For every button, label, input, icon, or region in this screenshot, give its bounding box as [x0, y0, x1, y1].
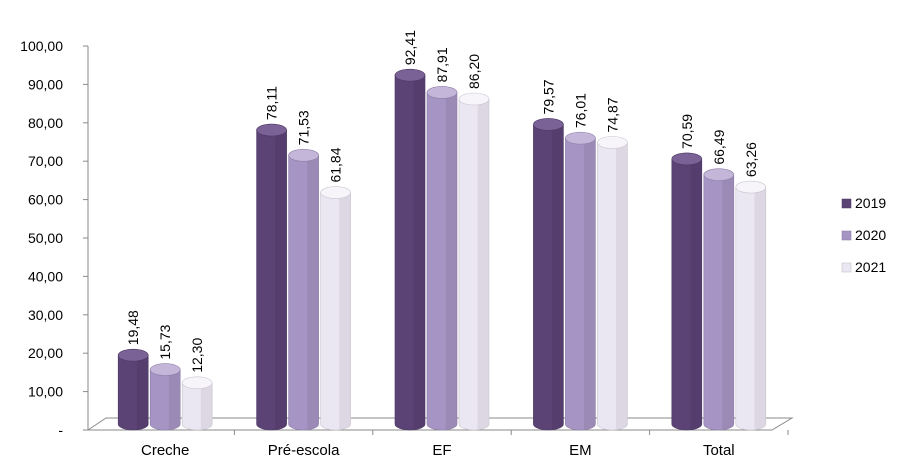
bar-EM-2020	[565, 131, 596, 431]
bar-top	[394, 68, 426, 82]
legend-label: 2019	[855, 195, 886, 211]
data-label: 63,26	[743, 142, 759, 177]
data-label: 87,91	[434, 47, 450, 82]
bar-Total-2021	[735, 180, 767, 431]
data-label: 79,57	[540, 79, 556, 114]
bar-top	[703, 168, 735, 181]
bar-shade	[690, 158, 702, 430]
bar-Creche-2019	[117, 348, 149, 431]
bar-top	[117, 348, 149, 362]
x-axis-labels: Creche Pré-escola EF EM Total	[141, 430, 789, 459]
data-label: 19,48	[125, 310, 141, 345]
bar-shade	[275, 130, 287, 430]
bar-shade	[307, 155, 319, 430]
legend-swatch	[841, 198, 852, 209]
data-label: 76,01	[572, 93, 588, 128]
data-label: 61,84	[328, 147, 344, 182]
x-tick-label: EF	[432, 442, 451, 459]
bar-top	[256, 123, 287, 137]
y-tick-label: 40,00	[28, 268, 63, 284]
bar-top	[320, 186, 351, 199]
bar-EF-2020	[426, 86, 458, 431]
legend: 2019 2020 2021	[841, 195, 886, 275]
data-label: 92,41	[402, 30, 418, 65]
y-tick-label: 100,00	[20, 38, 63, 54]
legend-swatch	[841, 230, 852, 241]
y-tick-label: 50,00	[28, 230, 63, 246]
bar-shade	[584, 138, 596, 430]
bar-top	[533, 118, 564, 131]
data-label: 66,49	[711, 129, 727, 164]
bar-EM-2019	[533, 118, 564, 431]
data-label: 15,73	[157, 324, 173, 359]
bar-top	[181, 376, 213, 390]
bar-shade	[445, 92, 457, 430]
x-tick-label: Total	[703, 442, 735, 459]
y-tick-label: 90,00	[28, 76, 63, 92]
bar-shade	[339, 192, 351, 430]
bar-Pré-escola-2020	[288, 149, 319, 431]
data-label: 74,87	[604, 97, 620, 132]
bar-top	[426, 86, 458, 99]
bar-Total-2019	[671, 152, 703, 431]
data-label: 86,20	[466, 54, 482, 89]
y-tick-label: 60,00	[28, 192, 63, 208]
bar-shade	[754, 187, 766, 430]
bar-top	[458, 92, 490, 106]
bar-Creche-2020	[149, 363, 181, 431]
bar-shade	[722, 174, 734, 430]
legend-label: 2020	[855, 227, 886, 243]
x-tick-label: Pré-escola	[268, 442, 340, 459]
y-axis-ticks: - 10,00 20,00 30,00 40,00 50,00 60,00 70,00 80,0…	[20, 38, 88, 438]
bars-group	[117, 68, 767, 431]
data-label: 71,53	[296, 110, 312, 145]
bar-EF-2019	[394, 68, 426, 431]
x-tick-label: Creche	[141, 442, 189, 459]
bar-shade	[136, 355, 149, 430]
bar-EF-2021	[458, 92, 490, 431]
bar-shade	[477, 98, 489, 430]
bar-top	[671, 152, 703, 166]
legend-label: 2021	[855, 259, 886, 275]
bar-top	[735, 180, 767, 194]
data-label: 70,59	[679, 114, 695, 149]
data-label: 78,11	[264, 86, 280, 120]
y-tick-label: 70,00	[28, 153, 63, 169]
y-tick-label: 80,00	[28, 115, 63, 131]
bar-Pré-escola-2021	[320, 186, 351, 431]
bar-shade	[413, 75, 425, 430]
bar-top	[288, 149, 319, 162]
bar-shade	[168, 369, 181, 430]
bar-Creche-2021	[181, 376, 213, 431]
bar-shade	[616, 142, 628, 430]
data-label: 12,30	[189, 338, 205, 373]
data-labels-group: 19,48 15,73 12,30 78,11 71,53 61,84 92,41 87,91…	[125, 30, 759, 373]
x-tick-label: EM	[569, 442, 592, 459]
legend-swatch	[841, 262, 852, 273]
y-tick-label: 20,00	[28, 345, 63, 361]
bar-top	[597, 136, 628, 149]
y-tick-label: -	[58, 422, 63, 438]
bar-top	[565, 131, 596, 145]
y-tick-label: 10,00	[28, 384, 63, 400]
bar-EM-2021	[597, 136, 628, 431]
bar-top	[149, 363, 181, 376]
bar-shade	[552, 124, 564, 430]
bar-Pré-escola-2019	[256, 123, 287, 431]
y-tick-label: 30,00	[28, 307, 63, 323]
bar-shade	[200, 382, 213, 430]
bar-Total-2020	[703, 168, 735, 431]
